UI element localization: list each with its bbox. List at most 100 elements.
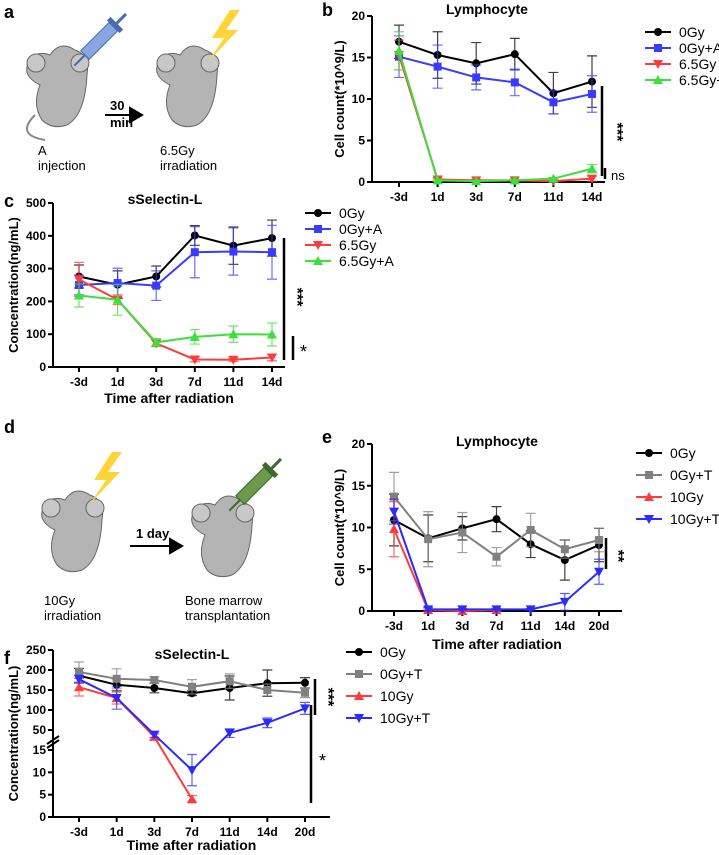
panel-letter-b: b xyxy=(322,0,333,20)
x-tick-label: 7d xyxy=(185,825,199,839)
legend-item: 10Gy+T xyxy=(636,511,719,527)
x-tick-label: 14d xyxy=(257,825,278,839)
data-point xyxy=(301,688,309,697)
series-6-5gy xyxy=(74,261,277,365)
data-point xyxy=(225,677,234,686)
data-point xyxy=(74,675,84,685)
step2-label: 6.5Gy xyxy=(160,143,195,158)
series-0gy-t xyxy=(389,471,604,568)
data-point xyxy=(187,766,197,776)
legend-label: 6.5Gy xyxy=(339,237,376,253)
chart-title: Lymphocyte xyxy=(446,1,528,17)
x-tick-label: 7d xyxy=(508,190,522,204)
legend-label: 0Gy+T xyxy=(670,467,713,483)
data-point xyxy=(190,248,199,257)
y-tick-label: 20 xyxy=(352,9,366,23)
series-0gy-t xyxy=(74,661,310,699)
data-point xyxy=(526,526,535,535)
significance-label: *** xyxy=(608,123,625,142)
series-line xyxy=(398,54,593,183)
data-point xyxy=(394,45,404,55)
x-tick-label: 20d xyxy=(589,619,610,633)
data-point xyxy=(354,691,364,700)
legend-item: 0Gy xyxy=(636,445,696,461)
data-point xyxy=(74,290,84,300)
data-point xyxy=(509,175,520,185)
charts: 0 5 10 15 20 -3d 1d 3d 7d 11d 14d Lymphocyte Cell co… xyxy=(6,1,719,853)
data-point xyxy=(653,75,663,84)
panel-letter-c: c xyxy=(4,191,14,211)
data-point xyxy=(224,728,235,738)
y-tick-label: 0 xyxy=(39,360,46,374)
legend-item: 10Gy+T xyxy=(346,710,431,726)
mouse-icon xyxy=(156,45,220,128)
x-tick-label: 11d xyxy=(521,619,541,633)
data-point xyxy=(587,174,597,184)
panel-letter-d: d xyxy=(4,417,15,437)
y-tick-label: 0 xyxy=(358,175,365,189)
y-axis-label: Cell count(*10^9/L) xyxy=(332,469,347,586)
x-tick-label: 3d xyxy=(455,619,469,633)
data-point xyxy=(457,605,468,615)
x-tick-label: 1d xyxy=(111,375,125,389)
legend-item: 0Gy+A xyxy=(645,40,719,56)
x-tick-label: 1d xyxy=(421,619,435,633)
data-point xyxy=(262,718,273,728)
arrow-icon xyxy=(105,106,144,124)
data-point xyxy=(314,209,322,217)
data-point xyxy=(75,668,83,676)
y-tick-label: 20 xyxy=(352,437,366,451)
series-line xyxy=(78,250,273,287)
series-6-5gy xyxy=(394,39,597,187)
x-tick-label: 14d xyxy=(554,619,575,633)
x-axis-label: Time after radiation xyxy=(127,837,257,853)
data-point xyxy=(645,471,653,479)
axis-break-icon xyxy=(46,735,60,749)
data-point xyxy=(644,492,654,501)
schematic-d: 1 day 10Gy irradiation Bone marrow trans… xyxy=(41,452,283,623)
mouse-icon xyxy=(26,45,90,141)
data-point xyxy=(229,247,238,256)
schematic-a: A injection 30 min 6.5Gy irradiation xyxy=(26,10,240,173)
y-tick-label: 100 xyxy=(26,703,46,717)
y-tick-label: 15 xyxy=(352,51,366,65)
data-point xyxy=(559,597,570,607)
data-point xyxy=(595,536,603,545)
lightning-icon xyxy=(90,452,122,504)
legend-label: 0Gy xyxy=(339,205,365,221)
series-0gy-a xyxy=(74,224,277,302)
data-point xyxy=(588,90,596,99)
legend-label: 6.5Gy xyxy=(679,56,716,72)
legend-item: 0Gy+T xyxy=(636,467,713,483)
legend-label: 0Gy+T xyxy=(380,666,423,682)
step2-sublabel: transplantation xyxy=(185,608,270,623)
legend-item: 6.5Gy+A xyxy=(305,253,395,269)
legend-item: 6.5Gy+A xyxy=(645,72,719,88)
x-tick-label: 7d xyxy=(489,619,503,633)
step1-label: A xyxy=(38,143,47,158)
legend-item: 6.5Gy xyxy=(645,56,716,72)
x-tick-label: 3d xyxy=(147,825,161,839)
data-point xyxy=(510,78,519,87)
legend-item: 6.5Gy xyxy=(305,237,376,253)
series-0gy xyxy=(394,24,597,115)
y-axis-label: Concentration(ng/mL) xyxy=(6,217,21,353)
data-point xyxy=(189,331,200,341)
series-line xyxy=(78,234,273,286)
step2-sublabel: irradiation xyxy=(160,158,217,173)
series-line xyxy=(398,50,593,183)
x-tick-label: 7d xyxy=(188,375,202,389)
data-point xyxy=(355,670,363,678)
data-point xyxy=(314,225,322,233)
step1-sublabel: injection xyxy=(38,158,86,173)
mouse-icon xyxy=(191,495,255,578)
legend-item: 10Gy xyxy=(636,489,703,505)
data-point xyxy=(151,337,162,347)
data-point xyxy=(433,62,442,71)
significance-label: * xyxy=(300,342,307,362)
data-point xyxy=(313,256,323,265)
chart-c: 0 100 200 300 400 500 -3d 1d 3d 7d 11d 14d sSelectin… xyxy=(6,191,395,406)
data-point xyxy=(150,676,159,684)
data-point xyxy=(390,492,398,501)
data-point xyxy=(510,50,519,59)
